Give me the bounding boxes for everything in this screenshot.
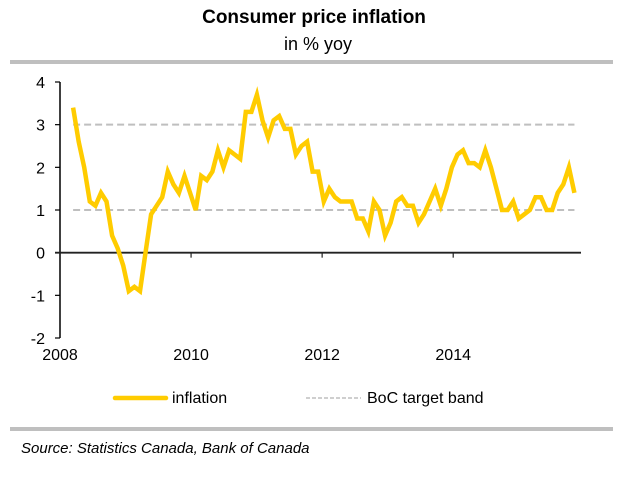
y-tick-label: 0 — [36, 246, 45, 263]
chart-title: Consumer price inflation — [202, 7, 426, 28]
top-divider — [10, 60, 613, 64]
y-tick-label: -1 — [31, 288, 45, 305]
y-tick-label: 3 — [36, 118, 45, 135]
legend-label-target-band: BoC target band — [367, 390, 484, 407]
y-tick-label: 4 — [36, 75, 45, 92]
legend-label-inflation: inflation — [172, 390, 227, 407]
y-tick-label: -2 — [31, 331, 45, 348]
y-tick-label: 2 — [36, 160, 45, 177]
source-note: Source: Statistics Canada, Bank of Canad… — [21, 440, 310, 457]
y-tick-label: 1 — [36, 203, 45, 220]
inflation-series-line — [70, 86, 577, 296]
x-tick-label: 2012 — [304, 347, 340, 364]
x-tick-label: 2010 — [173, 347, 209, 364]
x-tick-label: 2014 — [435, 347, 471, 364]
chart-subtitle: in % yoy — [232, 34, 404, 60]
x-tick-label: 2008 — [42, 347, 78, 364]
bottom-divider — [10, 427, 613, 431]
